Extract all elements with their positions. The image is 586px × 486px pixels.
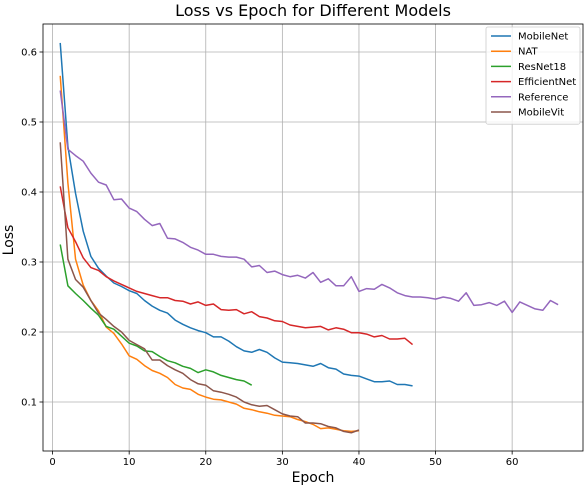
y-axis-title: Loss — [1, 225, 17, 256]
grid — [43, 24, 583, 451]
plot-frame — [42, 23, 584, 452]
x-tick-label: 20 — [199, 457, 212, 468]
series-line-resnet18 — [59, 244, 253, 386]
y-tick-label: 0.1 — [21, 398, 37, 409]
series-lines — [59, 42, 559, 434]
legend-label-nat: NAT — [518, 47, 539, 58]
x-tick-label: 60 — [506, 457, 519, 468]
chart-title: Loss vs Epoch for Different Models — [175, 1, 451, 20]
y-tick-label: 0.5 — [21, 118, 37, 129]
x-tick-label: 50 — [429, 457, 442, 468]
legend: MobileNet NAT ResNet18 EfficientNet Referenc… — [485, 26, 581, 125]
y-tick-label: 0.2 — [21, 328, 37, 339]
legend-label-reference: Reference — [518, 92, 568, 103]
y-tick-label: 0.4 — [21, 188, 37, 199]
y-tick-label: 0.6 — [21, 48, 37, 59]
x-tick-label: 0 — [49, 457, 55, 468]
x-tick-label: 10 — [123, 457, 136, 468]
series-line-mobilenet — [59, 42, 413, 387]
series-line-reference — [59, 90, 559, 314]
series-line-efficientnet — [59, 186, 414, 346]
x-axis-title: Epoch — [292, 470, 335, 486]
x-tick-label: 40 — [353, 457, 366, 468]
legend-label-mobilenet: MobileNet — [518, 32, 568, 43]
legend-label-mobilevit: MobileVit — [518, 108, 564, 119]
legend-label-efficientnet: EfficientNet — [518, 77, 576, 88]
series-line-mobilevit — [59, 142, 360, 434]
x-tick-label: 30 — [276, 457, 289, 468]
ticks: 0 10 20 30 40 50 60 0.1 0.2 0.3 0.4 0.5 0.6 — [21, 48, 518, 469]
y-tick-label: 0.3 — [21, 258, 37, 269]
legend-label-resnet18: ResNet18 — [518, 62, 566, 73]
